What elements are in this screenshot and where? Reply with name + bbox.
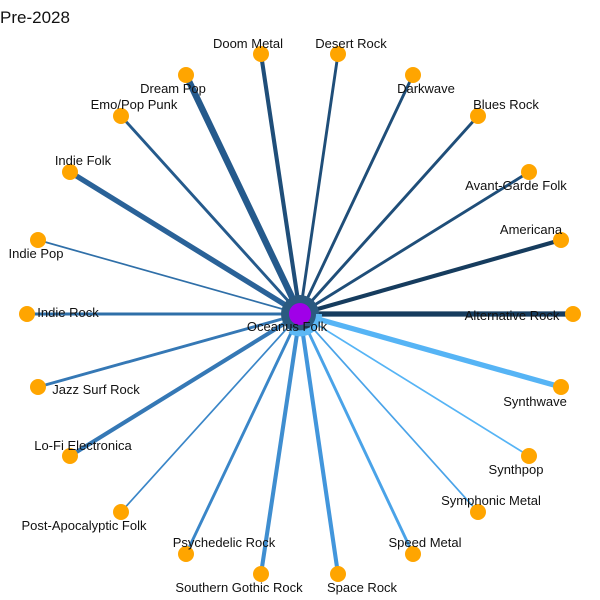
edge-synthwave	[297, 311, 564, 390]
edge-speed-metal	[298, 312, 415, 556]
node-southern-gothic-rock[interactable]	[253, 566, 269, 582]
node-label-doom-metal: Doom Metal	[213, 36, 283, 51]
edge-indie-pop	[37, 239, 301, 315]
edge-indie-folk	[67, 169, 303, 317]
node-label-indie-pop: Indie Pop	[9, 246, 64, 261]
edge-doom-metal	[258, 51, 303, 317]
node-alternative-rock[interactable]	[565, 306, 581, 322]
node-space-rock[interactable]	[330, 566, 346, 582]
center-halo-arc	[288, 313, 323, 337]
edge-space-rock	[297, 311, 341, 577]
node-label-alternative-rock: Alternative Rock	[465, 308, 560, 323]
node-label-avant-garde-folk: Avant-Garde Folk	[465, 178, 567, 193]
edge-southern-gothic-rock	[258, 311, 303, 577]
node-synthpop[interactable]	[521, 448, 537, 464]
node-emo-pop-punk[interactable]	[113, 108, 129, 124]
node-label-symphonic-metal: Symphonic Metal	[441, 493, 541, 508]
node-speed-metal[interactable]	[405, 546, 421, 562]
edge-americana	[297, 237, 564, 317]
node-desert-rock[interactable]	[330, 46, 346, 62]
node-dream-pop[interactable]	[178, 67, 194, 83]
edge-desert-rock	[298, 52, 340, 316]
node-label-speed-metal: Speed Metal	[389, 535, 462, 550]
node-americana[interactable]	[553, 232, 569, 248]
node-label-emo-pop-punk: Emo/Pop Punk	[91, 97, 178, 112]
edge-lo-fi-electronica	[67, 311, 303, 459]
node-indie-rock[interactable]	[19, 306, 35, 322]
node-label-americana: Americana	[500, 222, 563, 237]
edge-psychedelic-rock	[184, 312, 302, 556]
node-psychedelic-rock[interactable]	[178, 546, 194, 562]
node-label-jazz-surf-rock: Jazz Surf Rock	[52, 382, 140, 397]
node-symphonic-metal[interactable]	[470, 504, 486, 520]
node-label-lo-fi-electronica: Lo-Fi Electronica	[34, 438, 132, 453]
node-label-desert-rock: Desert Rock	[315, 36, 387, 51]
node-label-post-apocalyptic-folk: Post-Apocalyptic Folk	[22, 518, 147, 533]
center-node-label: Oceanus Folk	[247, 319, 328, 334]
node-label-synthwave: Synthwave	[503, 394, 567, 409]
node-post-apocalyptic-folk[interactable]	[113, 504, 129, 520]
node-label-dream-pop: Dream Pop	[140, 81, 206, 96]
node-label-synthpop: Synthpop	[489, 462, 544, 477]
edge-avant-garde-folk	[298, 170, 531, 316]
node-label-indie-rock: Indie Rock	[37, 305, 99, 320]
node-lo-fi-electronica[interactable]	[62, 448, 78, 464]
node-label-space-rock: Space Rock	[327, 580, 398, 595]
node-avant-garde-folk[interactable]	[521, 164, 537, 180]
node-label-darkwave: Darkwave	[397, 81, 455, 96]
node-blues-rock[interactable]	[470, 108, 486, 124]
center-node[interactable]	[289, 303, 311, 325]
node-jazz-surf-rock[interactable]	[30, 379, 46, 395]
node-label-southern-gothic-rock: Southern Gothic Rock	[175, 580, 303, 595]
node-doom-metal[interactable]	[253, 46, 269, 62]
edge-jazz-surf-rock	[36, 312, 302, 389]
edge-symphonic-metal	[299, 313, 479, 513]
node-synthwave[interactable]	[553, 379, 569, 395]
edge-blues-rock	[298, 114, 480, 316]
node-indie-pop[interactable]	[30, 232, 46, 248]
node-label-blues-rock: Blues Rock	[473, 97, 539, 112]
edge-post-apocalyptic-folk	[120, 313, 301, 513]
node-label-psychedelic-rock: Psychedelic Rock	[173, 535, 276, 550]
edge-synthpop	[299, 313, 530, 457]
edge-emo-pop-punk	[119, 114, 302, 316]
node-label-indie-folk: Indie Folk	[55, 153, 112, 168]
diagram-title: Pre-2028	[0, 8, 70, 27]
node-darkwave[interactable]	[405, 67, 421, 83]
edge-dream-pop	[182, 71, 304, 318]
node-indie-folk[interactable]	[62, 164, 78, 180]
edge-darkwave	[298, 73, 415, 316]
